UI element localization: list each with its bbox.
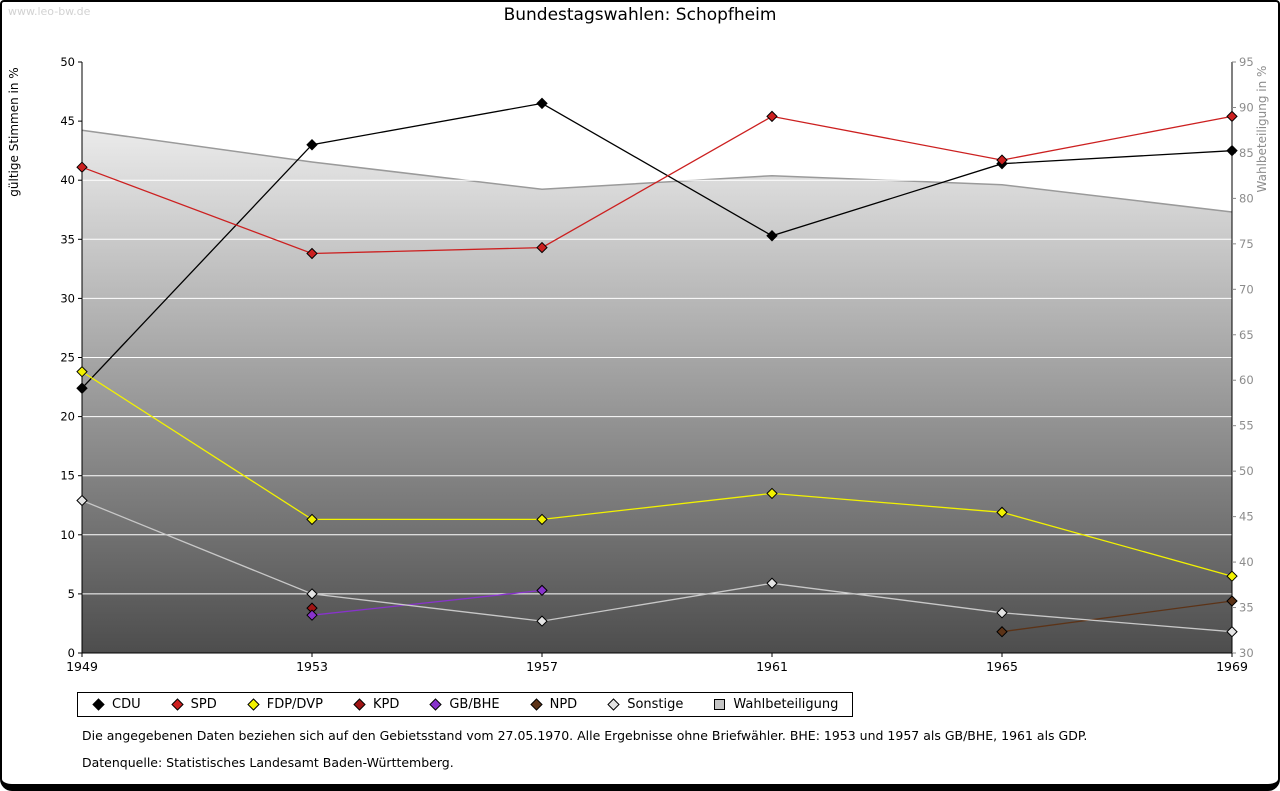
ytick-left: 0 [68, 646, 75, 660]
data-point [996, 607, 1008, 619]
data-point [76, 382, 88, 394]
legend-item-wahlbeteiligung: Wahlbeteiligung [713, 697, 838, 712]
legend-diamond-icon [170, 698, 184, 711]
data-point [306, 588, 318, 600]
ytick-left: 50 [60, 55, 75, 69]
data-point [1226, 570, 1238, 582]
data-point [1226, 595, 1238, 607]
series-gb-bhe [306, 584, 548, 621]
ytick-left: 25 [60, 351, 75, 365]
ytick-left: 10 [60, 528, 75, 542]
data-point [76, 365, 88, 378]
legend-label: CDU [112, 697, 141, 712]
data-point [1226, 110, 1238, 123]
chart-title: Bundestagswahlen: Schopfheim [503, 5, 777, 25]
legend-label: GB/BHE [449, 697, 500, 712]
xtick-year: 1961 [756, 659, 788, 674]
data-point [536, 584, 548, 597]
note-gebietsstand: Die angegebenen Daten beziehen sich auf … [82, 728, 1088, 743]
data-point [536, 241, 548, 254]
data-point [996, 506, 1008, 519]
ytick-left: 15 [60, 469, 75, 483]
chart-area: 0 5 10 15 20 25 30 35 40 45 50 30 35 40 45 50 55 60 65 70 75… [2, 2, 1278, 688]
data-point [766, 487, 778, 500]
ytick-right: 95 [1239, 55, 1254, 69]
data-point [766, 230, 778, 242]
ytick-right: 65 [1239, 328, 1254, 342]
ytick-right: 60 [1239, 373, 1254, 387]
ytick-right: 55 [1239, 419, 1254, 433]
ytick-right: 30 [1239, 646, 1254, 660]
series-npd [996, 595, 1238, 638]
chart-svg: 0 5 10 15 20 25 30 35 40 45 50 30 35 40 45 50 55 60 65 70 75… [7, 55, 1269, 674]
note-datenquelle: Datenquelle: Statistisches Landesamt Bad… [82, 755, 454, 770]
legend-diamond-icon [529, 698, 543, 711]
legend-diamond-icon [353, 698, 366, 711]
legend-label: KPD [372, 697, 400, 712]
footnotes: Die angegebenen Daten beziehen sich auf … [82, 728, 1087, 770]
legend-label: Wahlbeteiligung [733, 697, 839, 712]
ytick-right: 50 [1239, 464, 1254, 478]
ytick-right: 85 [1239, 146, 1254, 160]
ytick-left: 30 [60, 291, 75, 305]
xtick-year: 1965 [986, 659, 1018, 674]
legend-item-spd: SPD [170, 697, 217, 712]
data-point [306, 139, 318, 151]
legend: CDU SPD FDP/DVP KPD GB/BHE NPD Sonstige Wahlbet… [77, 692, 854, 717]
legend-diamond-icon [92, 698, 105, 711]
ytick-right: 40 [1239, 555, 1254, 569]
legend-item-fdp-dvp: FDP/DVP [247, 697, 323, 712]
legend-item-gb-bhe: GB/BHE [429, 697, 500, 712]
data-point [996, 626, 1008, 638]
ytick-left: 5 [68, 587, 75, 601]
legend-item-cdu: CDU [92, 697, 141, 712]
xtick-year: 1969 [1216, 659, 1248, 674]
legend-square-icon [714, 699, 726, 710]
ytick-right: 45 [1239, 510, 1254, 524]
xtick-year: 1957 [526, 659, 558, 674]
legend-item-kpd: KPD [353, 697, 399, 712]
ytick-left: 40 [60, 173, 75, 187]
data-point [1226, 626, 1238, 638]
legend-item-npd: NPD [529, 697, 578, 712]
data-point [766, 577, 778, 589]
ytick-right: 90 [1239, 100, 1254, 114]
ylabel-right: Wahlbeteiligung in % [1255, 66, 1269, 193]
data-point [996, 154, 1008, 166]
xtick-year: 1949 [66, 659, 98, 674]
ytick-right: 75 [1239, 237, 1254, 251]
watermark: www.leo-bw.de [8, 5, 91, 18]
series-sonstige [76, 494, 1238, 638]
legend-diamond-icon [429, 698, 443, 711]
data-point [76, 494, 88, 507]
legend-label: FDP/DVP [266, 697, 323, 712]
data-point [536, 97, 548, 110]
data-point [306, 609, 318, 621]
xtick-year: 1953 [296, 659, 328, 674]
legend-diamond-icon [247, 698, 260, 711]
ylabel-left: gültige Stimmen in % [7, 67, 21, 196]
data-point [1226, 144, 1238, 157]
ytick-right: 35 [1239, 601, 1254, 615]
data-point [306, 247, 318, 260]
ytick-left: 20 [60, 410, 75, 424]
series-fdp-dvp [76, 365, 1238, 582]
turnout-area [82, 130, 1232, 653]
data-point [306, 513, 318, 526]
series-spd [76, 110, 1238, 260]
data-point [766, 110, 778, 123]
legend-diamond-icon [607, 698, 620, 711]
data-point [76, 161, 88, 173]
legend-label: Sonstige [627, 697, 684, 712]
ytick-right: 80 [1239, 191, 1254, 205]
legend-item-sonstige: Sonstige [607, 697, 683, 712]
ytick-right: 70 [1239, 282, 1254, 296]
legend-label: NPD [549, 697, 578, 712]
data-point [536, 615, 548, 627]
data-point [536, 513, 548, 526]
ytick-left: 35 [60, 232, 75, 246]
ytick-left: 45 [60, 114, 75, 128]
legend-label: SPD [190, 697, 217, 712]
